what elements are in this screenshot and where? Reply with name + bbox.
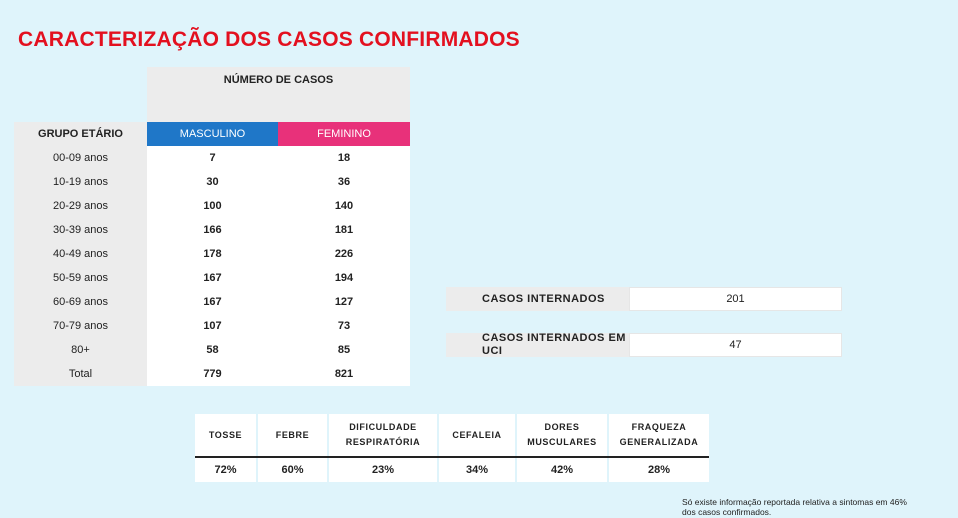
age-label: 70-79 anos [14,314,147,338]
female-count: 36 [278,170,410,194]
female-count: 73 [278,314,410,338]
table-row: Total 779 821 [14,362,410,386]
female-count: 194 [278,266,410,290]
age-label: 80+ [14,338,147,362]
symptom-name: TOSSE [195,414,257,458]
symptom-name: FRAQUEZA GENERALIZADA [607,414,709,458]
symptoms-table: TOSSE FEBRE DIFICULDADE RESPIRATÓRIA CEFALE… [195,414,709,482]
symptom-value: 28% [607,457,709,482]
age-label: 10-19 anos [14,170,147,194]
age-label: 40-49 anos [14,242,147,266]
age-group-table: NÚMERO DE CASOS GRUPO ETÁRIO MASCULINO F… [14,67,410,386]
table-row: 20-29 anos 100 140 [14,194,410,218]
male-count: 100 [147,194,278,218]
female-count: 181 [278,218,410,242]
table-row: 50-59 anos 167 194 [14,266,410,290]
female-count: 226 [278,242,410,266]
age-label: 50-59 anos [14,266,147,290]
male-count: 30 [147,170,278,194]
symptom-name: FEBRE [256,414,328,458]
hospitalized-value: 201 [629,287,842,311]
table-row: 00-09 anos 7 18 [14,146,410,170]
male-count: 7 [147,146,278,170]
table-row: 40-49 anos 178 226 [14,242,410,266]
male-count: 167 [147,290,278,314]
female-count: 140 [278,194,410,218]
age-label: 20-29 anos [14,194,147,218]
icu-box: CASOS INTERNADOS EM UCI 47 [446,332,842,357]
table-row: 60-69 anos 167 127 [14,290,410,314]
male-count: 779 [147,362,278,386]
icu-label: CASOS INTERNADOS EM UCI [446,332,629,357]
table-row: 70-79 anos 107 73 [14,314,410,338]
male-count: 58 [147,338,278,362]
cases-header: NÚMERO DE CASOS [147,67,410,122]
page-title: CARACTERIZAÇÃO DOS CASOS CONFIRMADOS [18,28,520,51]
hospitalized-label: CASOS INTERNADOS [446,287,629,311]
female-count: 85 [278,338,410,362]
age-label: 00-09 anos [14,146,147,170]
female-count: 127 [278,290,410,314]
female-count: 821 [278,362,410,386]
male-count: 178 [147,242,278,266]
symptom-name: CEFALEIA [437,414,516,458]
symptom-value: 60% [256,457,328,482]
table-row: 80+ 58 85 [14,338,410,362]
symptom-name: DORES MUSCULARES [515,414,608,458]
table-row: 30-39 anos 166 181 [14,218,410,242]
age-label: Total [14,362,147,386]
symptom-name: DIFICULDADE RESPIRATÓRIA [327,414,438,458]
age-label: 60-69 anos [14,290,147,314]
symptom-value: 23% [327,457,438,482]
age-group-header: GRUPO ETÁRIO [14,122,147,146]
icu-value: 47 [629,333,842,357]
symptom-value: 72% [195,457,257,482]
table-row: 10-19 anos 30 36 [14,170,410,194]
male-header: MASCULINO [147,122,278,146]
footnote: Só existe informação reportada relativa … [682,497,907,517]
male-count: 167 [147,266,278,290]
symptom-value: 42% [515,457,608,482]
female-count: 18 [278,146,410,170]
symptom-value: 34% [437,457,516,482]
hospitalized-box: CASOS INTERNADOS 201 [446,287,842,311]
male-count: 107 [147,314,278,338]
male-count: 166 [147,218,278,242]
age-label: 30-39 anos [14,218,147,242]
female-header: FEMININO [278,122,410,146]
